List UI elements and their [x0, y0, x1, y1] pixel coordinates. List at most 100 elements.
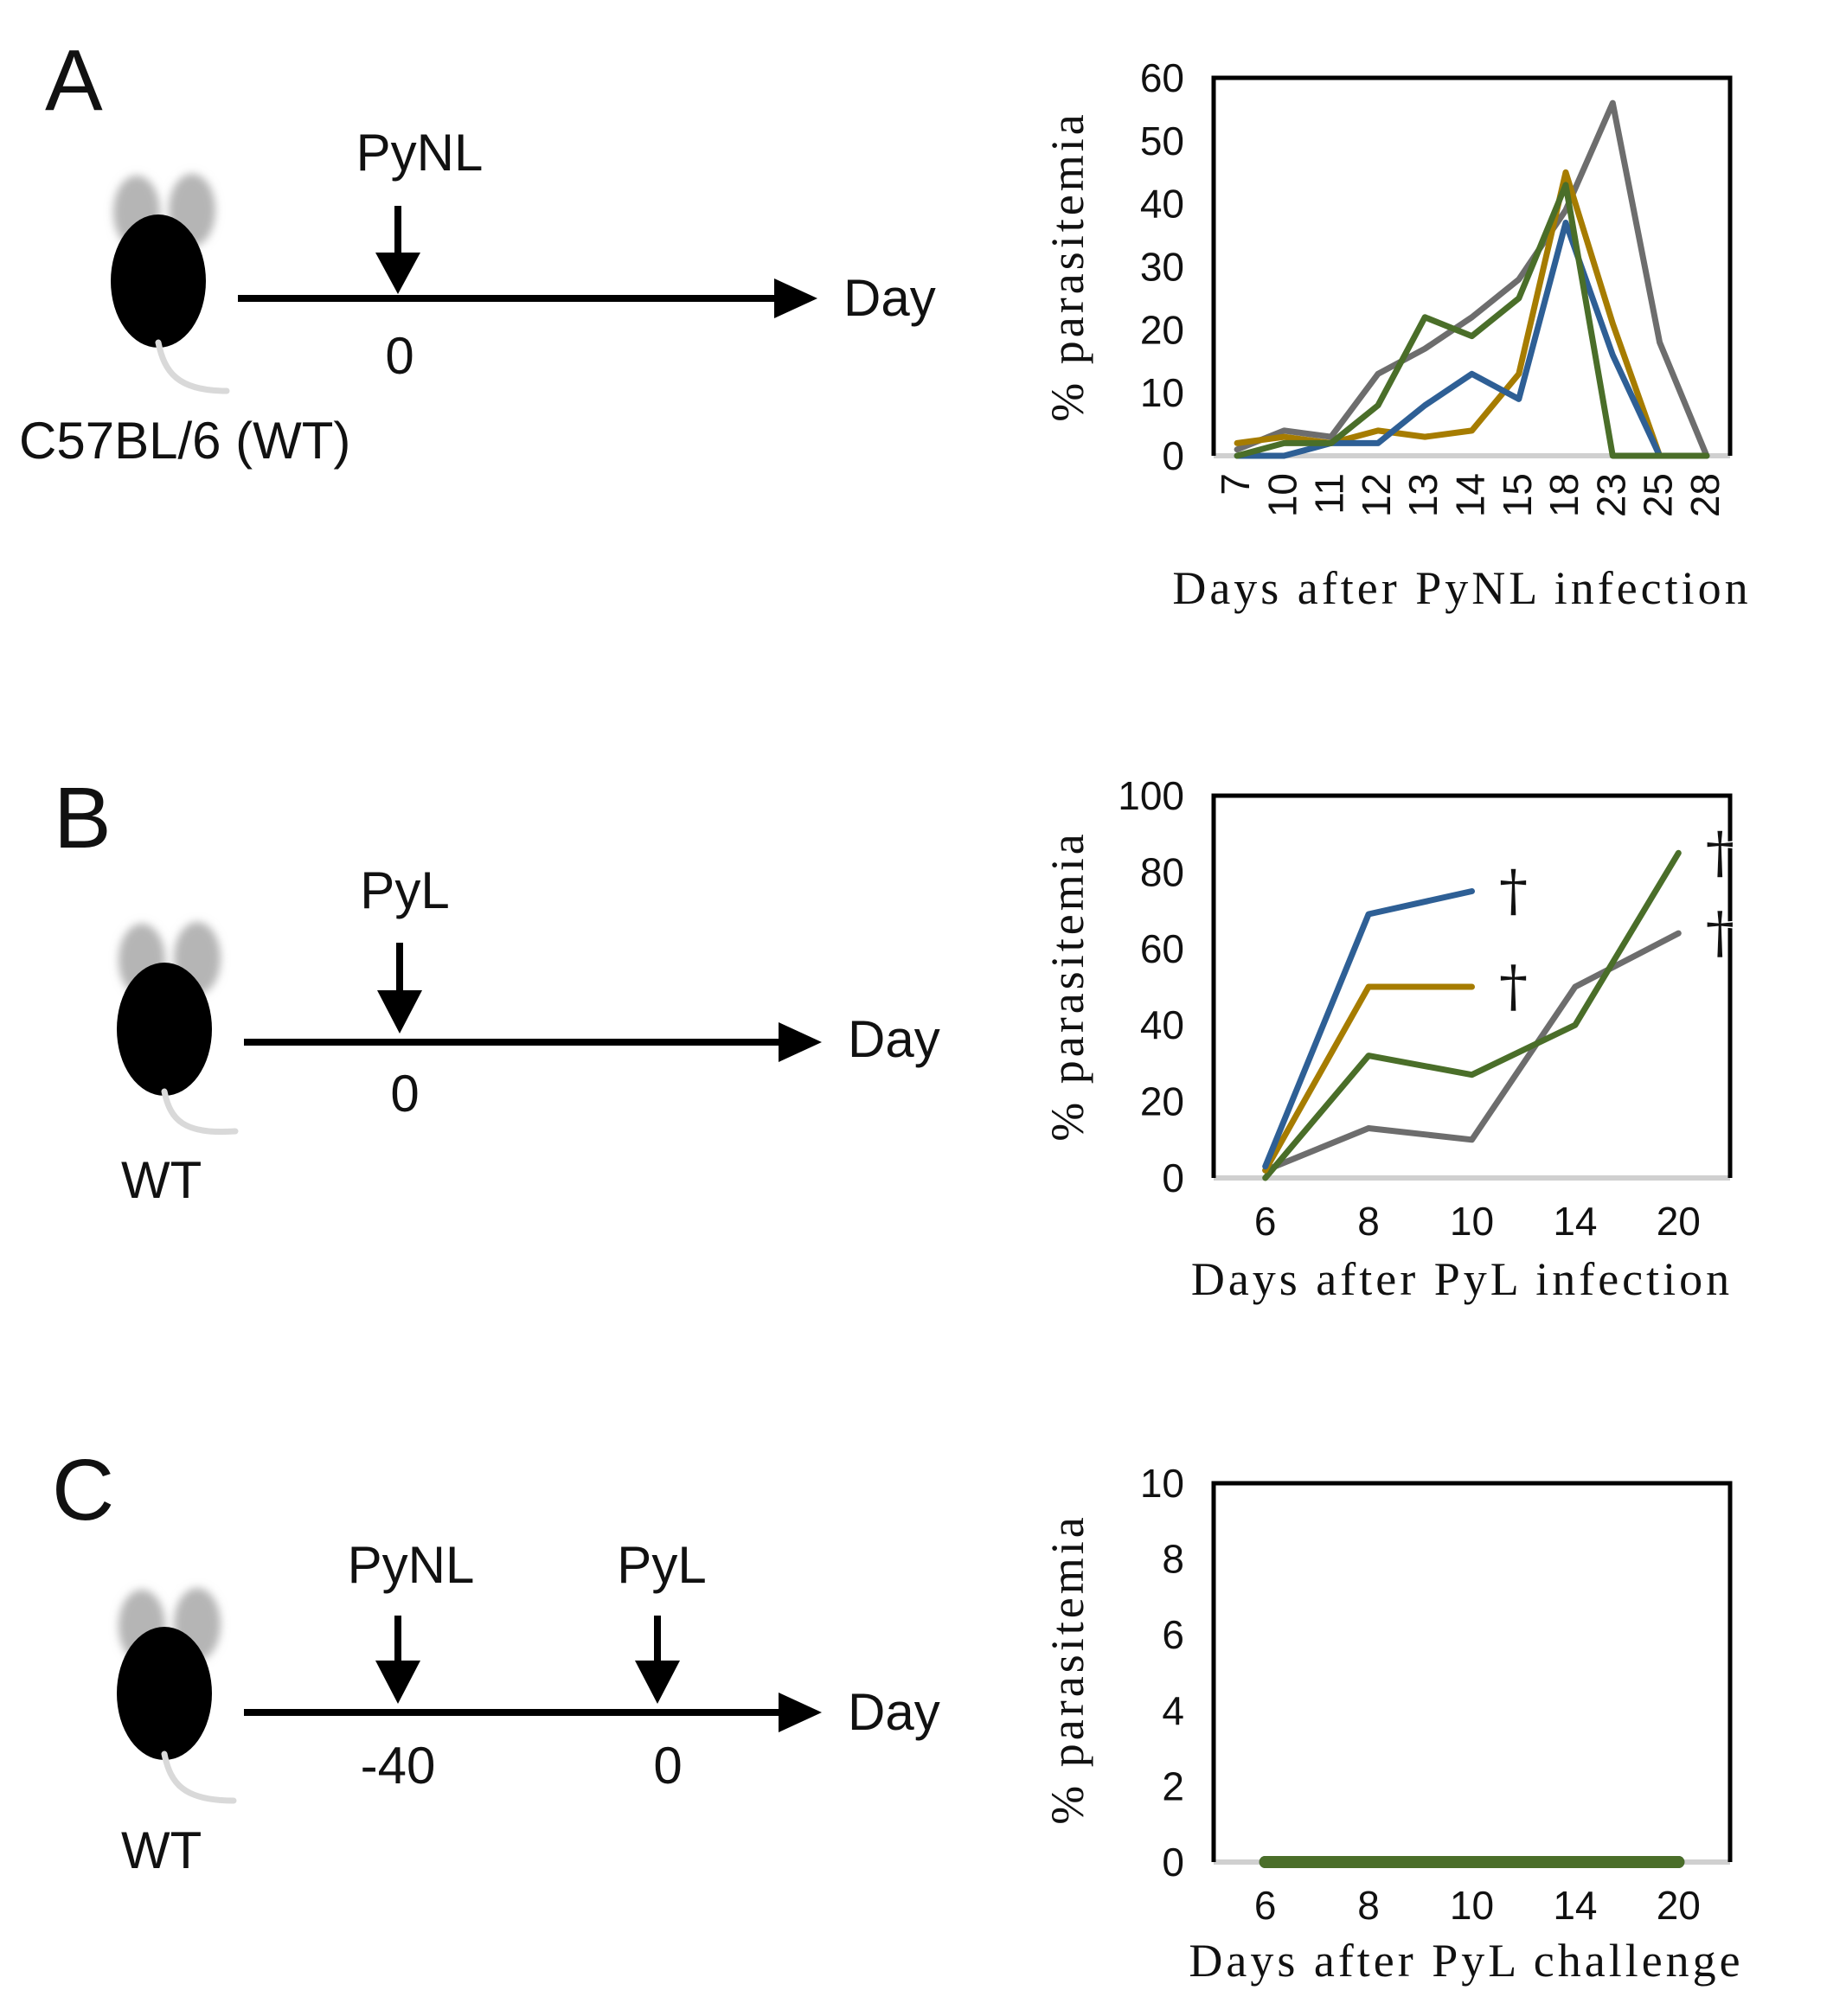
y-tick-label: 6: [1162, 1612, 1184, 1657]
mouse-tail: [161, 1088, 239, 1136]
x-tick-label: 14: [1553, 1199, 1597, 1244]
y-tick-label: 20: [1140, 307, 1184, 352]
y-tick-label: 4: [1162, 1688, 1184, 1733]
series-line-blue: [1234, 220, 1710, 459]
timeline-day-label-pynl: -40: [361, 1737, 436, 1795]
x-axis-title: Days after PyL challenge: [1189, 1935, 1743, 1987]
mouse-body: [111, 214, 206, 348]
chart-c: 0 2 4 6 8 10 6 8 10 14 20 Days after PyL challenge%…: [1042, 1461, 1743, 1987]
timeline-axis-label: Day: [848, 1683, 940, 1741]
y-tick-label: 0: [1162, 1840, 1184, 1885]
timeline-day-label: 0: [385, 327, 413, 385]
plot-frame: [1211, 75, 1733, 456]
x-tick-label: 20: [1657, 1883, 1701, 1928]
y-tick-label: 30: [1140, 245, 1184, 290]
x-tick-label: 11: [1307, 473, 1352, 515]
y-tick-label: 10: [1140, 1461, 1184, 1506]
y-tick-label: 60: [1140, 926, 1184, 971]
x-axis-title: Days after PyL infection: [1191, 1253, 1733, 1305]
x-tick-label: 20: [1657, 1199, 1701, 1244]
panel-a-diagram: A C57BL/6 (WT) Day PyNL 0: [19, 32, 936, 470]
chart-b: 0 20 40 60 80 100 6 8 10 14 20 Days after PyL infec…: [1042, 773, 1735, 1305]
x-tick-label: 6: [1254, 1199, 1277, 1244]
panel-letter-b: B: [54, 770, 112, 867]
timeline-axis-label: Day: [843, 269, 936, 327]
x-tick-label: 28: [1683, 473, 1727, 517]
y-tick-label: 0: [1162, 1155, 1184, 1200]
plot-frame: [1211, 1481, 1733, 1862]
y-tick-label: 100: [1118, 773, 1184, 818]
mouse-tail: [161, 1750, 237, 1804]
series-line-blue: [1262, 888, 1475, 1170]
mouse-strain-label: C57BL/6 (WT): [19, 412, 350, 470]
infection-label-pyl: PyL: [360, 861, 449, 919]
death-marker: †: [1498, 857, 1529, 925]
mouse-body: [117, 963, 212, 1096]
timeline-arrowhead: [774, 278, 817, 318]
panel-letter-a: A: [45, 32, 103, 129]
series-line-green: [1262, 849, 1682, 1181]
y-tick-label: 2: [1162, 1763, 1184, 1808]
panel-letter-c: C: [52, 1442, 114, 1539]
mouse-strain-label: WT: [121, 1821, 202, 1879]
x-tick-label: 14: [1553, 1883, 1597, 1928]
x-tick-label: 23: [1588, 473, 1633, 517]
timeline-axis-label: Day: [848, 1010, 940, 1068]
x-tick-label: 25: [1636, 473, 1681, 517]
challenge-arrow-head: [635, 1661, 680, 1704]
x-tick-label: 10: [1260, 473, 1304, 517]
death-marker: †: [1705, 899, 1735, 966]
infection-arrow-head: [375, 253, 420, 294]
x-tick-label: 14: [1448, 473, 1493, 517]
x-tick-label: 15: [1495, 473, 1540, 517]
timeline-day-label: 0: [390, 1065, 419, 1123]
infection-label-pynl: PyNL: [348, 1536, 475, 1594]
y-axis-title: % parasitemia: [1042, 111, 1093, 421]
series-line-gray: [1234, 99, 1710, 459]
y-axis-title: % parasitemia: [1042, 830, 1093, 1141]
x-tick-label: 6: [1254, 1883, 1277, 1928]
infection-arrow-head: [377, 990, 422, 1034]
mouse-icon: [111, 174, 230, 394]
x-tick-label: 10: [1450, 1883, 1494, 1928]
y-tick-label: 60: [1140, 55, 1184, 100]
y-tick-label: 40: [1140, 1002, 1184, 1047]
infection-label-pynl: PyNL: [356, 124, 484, 182]
y-tick-label: 10: [1140, 370, 1184, 415]
x-axis-title: Days after PyNL infection: [1172, 562, 1751, 614]
timeline-day-label-pyl: 0: [653, 1737, 682, 1795]
timeline-arrowhead: [779, 1022, 822, 1062]
death-marker: †: [1498, 952, 1529, 1020]
mouse-body: [117, 1627, 212, 1760]
x-tick-label: 13: [1401, 473, 1445, 517]
series-line-gold: [1262, 983, 1475, 1174]
death-marker: †: [1705, 818, 1735, 886]
x-tick-label: 7: [1213, 473, 1258, 496]
x-tick-label: 12: [1354, 473, 1399, 517]
panel-b-diagram: B WT Day PyL 0: [54, 770, 940, 1209]
y-tick-label: 40: [1140, 182, 1184, 227]
timeline-arrowhead: [779, 1693, 822, 1732]
infection-arrow-head: [375, 1661, 420, 1704]
mouse-icon: [117, 1588, 237, 1804]
series-line-green: [1234, 182, 1710, 459]
mouse-strain-label: WT: [121, 1151, 202, 1209]
y-tick-label: 50: [1140, 118, 1184, 163]
y-tick-label: 8: [1162, 1537, 1184, 1582]
x-tick-label: 10: [1450, 1199, 1494, 1244]
y-axis-title: % parasitemia: [1042, 1514, 1093, 1824]
y-tick-label: 0: [1162, 433, 1184, 478]
panel-c-diagram: C WT Day PyNL PyL -40 0: [52, 1442, 940, 1879]
mouse-tail: [155, 339, 230, 394]
y-tick-label: 80: [1140, 849, 1184, 894]
plot-frame: [1211, 793, 1733, 1178]
y-tick-label: 20: [1140, 1079, 1184, 1124]
x-tick-label: 8: [1357, 1199, 1380, 1244]
series-line-gray: [1262, 930, 1682, 1174]
mouse-icon: [117, 922, 239, 1136]
x-tick-label: 8: [1357, 1883, 1380, 1928]
challenge-label-pyl: PyL: [617, 1536, 706, 1594]
x-tick-label: 18: [1542, 473, 1586, 517]
